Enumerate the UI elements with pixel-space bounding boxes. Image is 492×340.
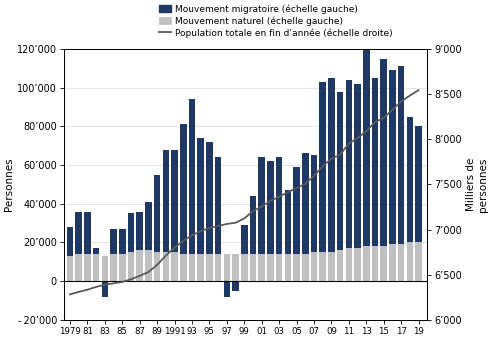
- Bar: [406, 242, 413, 281]
- Bar: [67, 256, 73, 281]
- Bar: [110, 229, 117, 254]
- Bar: [162, 150, 169, 252]
- Bar: [101, 256, 108, 281]
- Bar: [337, 91, 343, 250]
- Bar: [215, 254, 221, 281]
- Bar: [406, 117, 413, 242]
- Bar: [380, 58, 387, 246]
- Bar: [93, 248, 99, 254]
- Bar: [319, 82, 326, 252]
- Bar: [84, 254, 91, 281]
- Bar: [223, 254, 230, 281]
- Bar: [171, 252, 178, 281]
- Bar: [276, 254, 282, 281]
- Bar: [154, 252, 160, 281]
- Bar: [75, 254, 82, 281]
- Bar: [84, 211, 91, 254]
- Bar: [101, 281, 108, 297]
- Bar: [189, 99, 195, 254]
- Bar: [171, 150, 178, 252]
- Bar: [197, 254, 204, 281]
- Bar: [371, 246, 378, 281]
- Legend: Mouvement migratoire (échelle gauche), Mouvement naturel (échelle gauche), Popul: Mouvement migratoire (échelle gauche), M…: [158, 4, 393, 37]
- Bar: [276, 157, 282, 254]
- Bar: [128, 252, 134, 281]
- Bar: [154, 175, 160, 252]
- Bar: [380, 246, 387, 281]
- Bar: [415, 242, 422, 281]
- Bar: [302, 254, 308, 281]
- Bar: [93, 254, 99, 281]
- Bar: [267, 254, 274, 281]
- Bar: [293, 254, 300, 281]
- Bar: [206, 254, 213, 281]
- Bar: [145, 202, 152, 250]
- Bar: [354, 84, 361, 248]
- Bar: [398, 244, 404, 281]
- Bar: [363, 47, 369, 246]
- Bar: [284, 190, 291, 254]
- Bar: [302, 153, 308, 254]
- Bar: [110, 254, 117, 281]
- Bar: [258, 157, 265, 254]
- Bar: [345, 248, 352, 281]
- Bar: [241, 254, 247, 281]
- Bar: [311, 252, 317, 281]
- Bar: [354, 248, 361, 281]
- Bar: [258, 254, 265, 281]
- Bar: [389, 70, 396, 244]
- Bar: [250, 196, 256, 254]
- Bar: [311, 155, 317, 252]
- Bar: [136, 211, 143, 250]
- Bar: [267, 161, 274, 254]
- Bar: [206, 142, 213, 254]
- Y-axis label: Personnes: Personnes: [4, 158, 14, 211]
- Bar: [328, 252, 335, 281]
- Bar: [75, 211, 82, 254]
- Bar: [328, 78, 335, 252]
- Bar: [250, 254, 256, 281]
- Bar: [197, 138, 204, 254]
- Bar: [119, 254, 125, 281]
- Bar: [415, 126, 422, 242]
- Bar: [145, 250, 152, 281]
- Bar: [128, 214, 134, 252]
- Bar: [180, 124, 186, 254]
- Bar: [319, 252, 326, 281]
- Bar: [363, 246, 369, 281]
- Bar: [284, 254, 291, 281]
- Bar: [389, 244, 396, 281]
- Bar: [67, 227, 73, 256]
- Bar: [162, 252, 169, 281]
- Bar: [223, 281, 230, 297]
- Bar: [215, 157, 221, 254]
- Bar: [232, 254, 239, 281]
- Bar: [345, 80, 352, 248]
- Bar: [241, 225, 247, 254]
- Bar: [136, 250, 143, 281]
- Bar: [398, 66, 404, 244]
- Bar: [337, 250, 343, 281]
- Bar: [293, 167, 300, 254]
- Bar: [119, 229, 125, 254]
- Bar: [189, 254, 195, 281]
- Bar: [180, 254, 186, 281]
- Bar: [371, 78, 378, 246]
- Bar: [232, 281, 239, 291]
- Y-axis label: Milliers de
personnes: Milliers de personnes: [466, 157, 488, 211]
